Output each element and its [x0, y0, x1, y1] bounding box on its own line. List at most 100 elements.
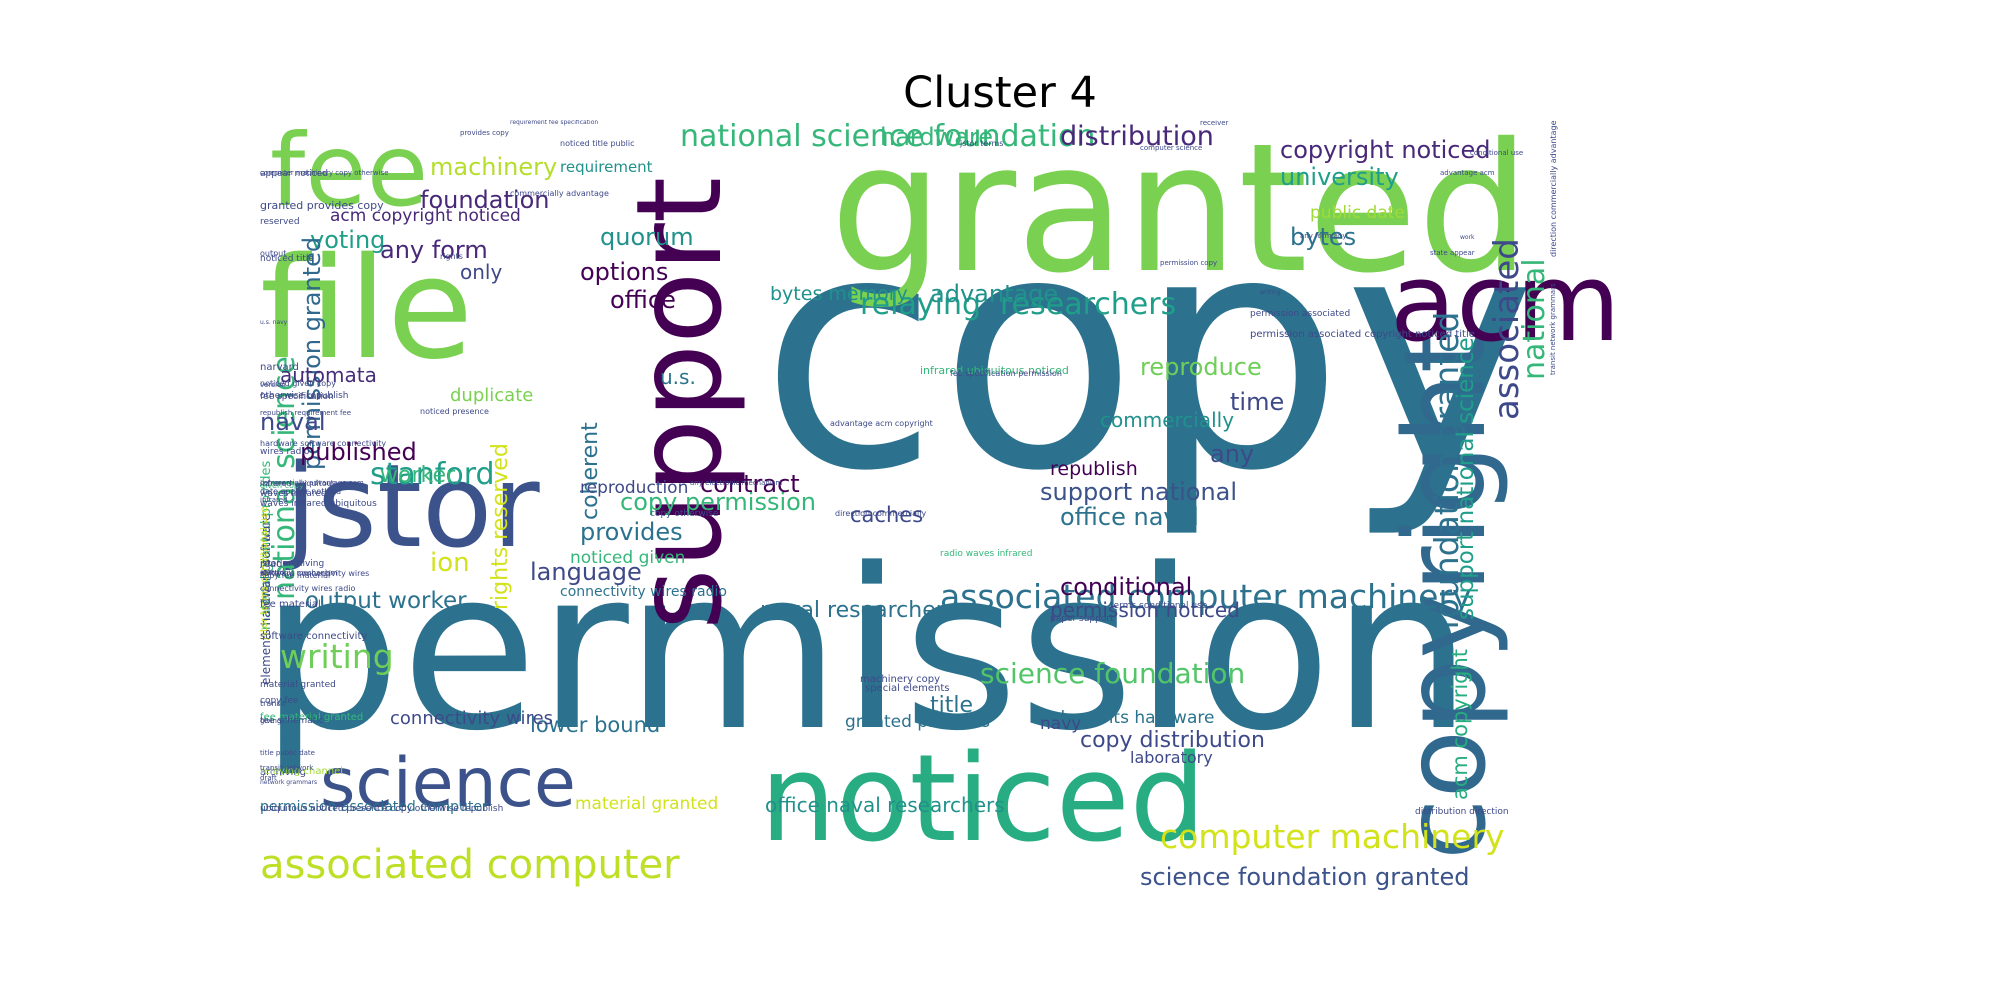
cloud-word: permission copy: [1160, 259, 1218, 267]
cloud-word: permission associated copyright noticed …: [1250, 329, 1475, 340]
cloud-word: noticed given copy: [260, 379, 336, 388]
cloud-word: bytes memory: [770, 283, 908, 305]
cloud-word: special elements: [865, 683, 950, 694]
cloud-word: jstor terms: [960, 139, 1004, 148]
cloud-word: title public date: [260, 749, 315, 757]
cloud-word: advantage acm copyright: [830, 419, 933, 428]
cloud-word: ion: [430, 548, 470, 578]
cloud-word: associated computer: [260, 842, 680, 888]
cloud-word: giving: [260, 717, 282, 725]
cloud-word: office naval researchers: [765, 793, 1005, 817]
cloud-word: copy fee material: [260, 571, 331, 580]
cloud-word: national science foundation: [680, 120, 1096, 154]
cloud-word: transit: [260, 699, 286, 708]
cloud-word: provides: [580, 518, 683, 546]
cloud-word: paper support: [1050, 614, 1114, 624]
cloud-word: options: [580, 258, 669, 286]
cloud-word: worker: [380, 463, 456, 488]
cloud-word: terms conditional use: [1110, 601, 1208, 611]
cloud-word: language: [530, 558, 642, 586]
cloud-word: granted provides: [845, 712, 990, 732]
cloud-word: fee: [270, 120, 429, 229]
cloud-word: relaying: [860, 287, 981, 322]
cloud-word: quorum: [600, 223, 694, 251]
cloud-word: archiving: [260, 767, 307, 778]
cloud-word: support national science: [1453, 337, 1479, 620]
cloud-word: elements hardware: [1050, 708, 1215, 728]
cloud-word: caches: [850, 503, 924, 527]
cloud-word: bytes: [1290, 223, 1357, 251]
cloud-word: connectivity wires radio: [560, 584, 727, 600]
cloud-word: jstor archiving: [260, 559, 325, 569]
cloud-word: output worker: [305, 588, 467, 614]
cloud-word: jstor: [285, 440, 540, 574]
cloud-word: automata: [280, 363, 377, 387]
cloud-word: fee material: [260, 599, 321, 610]
cloud-word: science foundation: [980, 657, 1246, 690]
cloud-word: public date: [1310, 203, 1405, 223]
cloud-word: infrared: [260, 496, 288, 504]
cloud-word: requirement: [560, 158, 653, 176]
cloud-word: national: [1517, 258, 1552, 380]
cloud-word: stanford: [370, 457, 495, 492]
cloud-word: machinery: [430, 153, 558, 181]
chart-title: Cluster 4: [903, 68, 1097, 118]
cloud-word: waves infrared ubiquitous: [260, 499, 377, 509]
cloud-word: wires radio: [260, 447, 310, 457]
cloud-word: reproduction: [580, 478, 689, 498]
cloud-word: narvard: [260, 362, 299, 373]
cloud-word: navy: [1040, 714, 1082, 734]
cloud-word: any form any: [1300, 232, 1347, 240]
cloud-word: reserved: [260, 217, 300, 227]
cloud-word: computer machinery copy otherwise: [260, 169, 389, 177]
cloud-word: advantage acm: [1440, 169, 1495, 177]
cloud-word: hardware: [880, 123, 994, 151]
cloud-word: conditional use: [1470, 149, 1524, 157]
cloud-word: associated computer machinery: [940, 577, 1472, 616]
cloud-word: infrared ubiquitous noticed: [920, 364, 1069, 377]
cloud-word: naval researchers: [760, 598, 957, 623]
cloud-word: fee material granted: [260, 712, 364, 723]
cloud-word: writing: [1260, 289, 1281, 296]
cloud-word: connectivity wires radio: [260, 584, 356, 593]
cloud-word: noticed title public: [560, 139, 635, 148]
cloud-word: version: [260, 381, 286, 389]
cloud-word: noticed given: [570, 548, 686, 568]
cloud-word: copy permission: [620, 488, 817, 516]
cloud-word: transit network grammars: [1549, 283, 1557, 375]
cloud-word: network grammars: [260, 779, 318, 786]
cloud-word: copy distribution: [1080, 728, 1265, 753]
cloud-word: office: [610, 286, 676, 314]
cloud-word: noticed presence: [420, 407, 489, 416]
cloud-word: title: [930, 693, 974, 718]
cloud-word: support national: [1040, 478, 1238, 506]
cloud-word: state appear: [1430, 249, 1475, 257]
cloud-word: software connectivity wires: [260, 569, 370, 578]
cloud-word: acm copyright noticed: [330, 206, 521, 226]
cloud-word: work: [1460, 234, 1475, 241]
cloud-word: copyright noticed: [1280, 136, 1491, 164]
cloud-word: any electronic mechanism: [690, 479, 783, 487]
cloud-word: permission: [260, 522, 1473, 780]
word-cloud: copy permission granted noticed file jstor sup…: [260, 120, 1800, 890]
cloud-word: direction commercially advantage: [1549, 120, 1558, 258]
cloud-word: u.s. navy: [260, 319, 288, 326]
cloud-word: acm copyright: [1448, 648, 1472, 800]
cloud-word: coherent: [578, 422, 603, 520]
cloud-word: writing: [280, 637, 394, 676]
cloud-word: contract: [700, 470, 800, 498]
cloud-word: republish: [1050, 458, 1138, 480]
cloud-word: transit network: [260, 764, 314, 772]
cloud-word: university: [1280, 163, 1399, 191]
cloud-word: rights: [440, 252, 463, 261]
cloud-word: output: [260, 249, 287, 258]
cloud-word: permission noticed: [1050, 598, 1240, 622]
cloud-word: relaying channel: [260, 766, 344, 777]
cloud-word: conditional: [1060, 573, 1193, 601]
cloud-word: read: [260, 559, 283, 570]
cloud-word: otherwise republish: [260, 391, 349, 401]
cloud-word: file: [260, 228, 474, 391]
cloud-word: machinery copy: [860, 674, 941, 685]
cloud-word: office naval: [1060, 503, 1199, 531]
cloud-word: computer machinery: [1160, 817, 1505, 856]
